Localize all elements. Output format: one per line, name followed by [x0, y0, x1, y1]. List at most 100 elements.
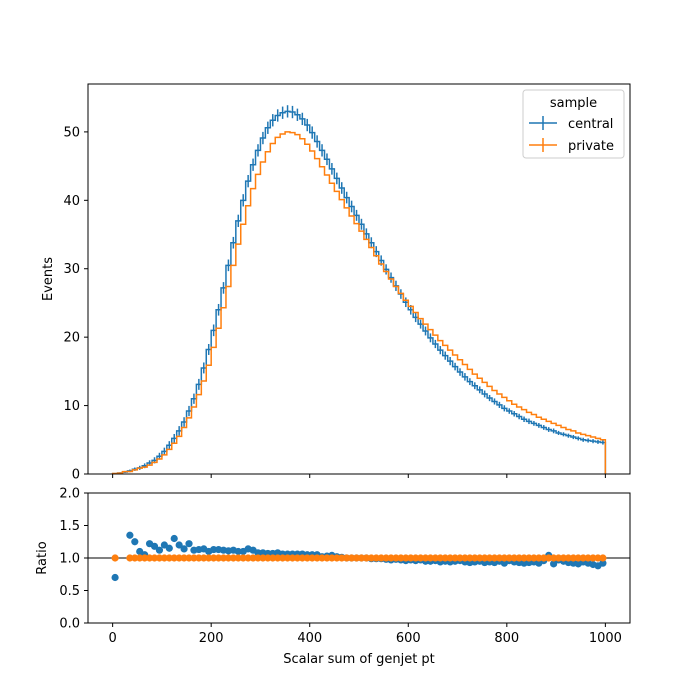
- ratio-central-point: [175, 541, 183, 549]
- ratio-central-point: [131, 538, 139, 546]
- ratio-private-point: [495, 554, 504, 562]
- ratio-private-point: [530, 554, 538, 562]
- ratio-series-layer: [88, 531, 630, 582]
- ratio-central-point: [254, 549, 262, 557]
- ratio-private-point: [584, 554, 592, 562]
- ratio-private-point: [293, 554, 302, 562]
- ratio-central-point: [126, 531, 134, 539]
- ratio-central-point: [150, 542, 159, 550]
- ratio-private-point: [485, 554, 494, 562]
- ratio-private-point: [279, 554, 287, 562]
- ratio-private-point: [136, 554, 144, 562]
- histogram-panel: 0 10 20 30 40 50 Events sample central privat…: [41, 83, 631, 483]
- ratio-private-point: [525, 554, 533, 562]
- ratio-private-point: [451, 554, 459, 562]
- ratio-private-point: [510, 554, 518, 562]
- ratio-private-point: [540, 554, 548, 562]
- ratio-private-point: [343, 554, 351, 562]
- ratio-private-point: [264, 554, 272, 562]
- ratio-private-point: [564, 554, 573, 562]
- ratio-private-point: [170, 554, 178, 562]
- ratio-private-point: [210, 554, 218, 562]
- ratio-private-point: [397, 554, 405, 562]
- ratio-private-point: [500, 554, 508, 562]
- ratio-private-point: [333, 554, 341, 562]
- ratio-y-tick-label: 1.5: [59, 519, 80, 534]
- ratio-private-point: [535, 554, 543, 562]
- ratio-y-tick-label: 0.5: [59, 584, 80, 599]
- ratio-private-point: [205, 554, 213, 562]
- ratio-private-point: [254, 554, 262, 562]
- ratio-private-point: [392, 554, 400, 562]
- ratio-private-point: [239, 554, 247, 562]
- ratio-private-point: [377, 554, 385, 562]
- ratio-private-point: [545, 554, 553, 562]
- histogram-plot-frame: [87, 83, 631, 475]
- ratio-private-point: [481, 554, 489, 562]
- ratio-private-point: [131, 554, 139, 562]
- legend-title: sample: [550, 96, 597, 111]
- ratio-private-point: [126, 554, 134, 562]
- ratio-private-point: [387, 554, 395, 562]
- ratio-x-ticks: 0 200 400 600 800 1000: [108, 623, 622, 646]
- ratio-private-point: [180, 554, 188, 562]
- ratio-private-point: [357, 554, 366, 562]
- ratio-y-axis-label: Ratio: [35, 541, 50, 574]
- legend-entry-central: central: [529, 116, 613, 132]
- ratio-private-point: [441, 554, 449, 562]
- ratio-private-point: [362, 554, 370, 562]
- histogram-x-ticks: [112, 474, 606, 478]
- ratio-y-tick-label: 0.0: [59, 617, 80, 632]
- histogram-y-tick-label: 0: [72, 468, 80, 483]
- ratio-private-point: [466, 554, 474, 562]
- x-axis-label: Scalar sum of genjet pt: [283, 652, 435, 667]
- histogram-y-axis-label: Events: [41, 257, 56, 301]
- ratio-central-point: [185, 540, 193, 548]
- ratio-private-point: [520, 554, 528, 562]
- ratio-private-point: [559, 554, 568, 562]
- ratio-private-point: [594, 554, 602, 562]
- ratio-private-point: [446, 554, 454, 562]
- ratio-panel: 0.00.51.01.52.0 0 200 400 600 800 1000 Ratio …: [35, 487, 631, 667]
- ratio-private-point: [367, 554, 375, 562]
- histogram-series-layer: [111, 105, 607, 475]
- legend-central-label: central: [568, 117, 613, 132]
- ratio-central-point: [170, 534, 178, 543]
- ratio-private-point: [476, 554, 484, 562]
- ratio-private-point: [165, 554, 173, 562]
- ratio-y-ticks: 0.0 0.5 1.0 1.5 2.0: [59, 487, 88, 632]
- ratio-private-point: [402, 554, 410, 562]
- ratio-x-tick-label: 1000: [589, 631, 622, 646]
- ratio-private-point: [599, 554, 607, 562]
- ratio-private-point: [200, 554, 208, 562]
- ratio-private-point: [550, 554, 558, 562]
- ratio-y-tick-label: 2.0: [59, 487, 80, 502]
- legend: sample central private: [522, 89, 625, 159]
- ratio-private-point: [145, 554, 154, 562]
- ratio-private-point: [224, 554, 233, 562]
- ratio-private-point: [490, 554, 499, 562]
- ratio-private-point: [269, 554, 277, 562]
- histogram-y-tick-label: 50: [63, 125, 80, 140]
- ratio-private-point: [416, 554, 425, 562]
- ratio-private-point: [274, 554, 282, 562]
- ratio-private-point: [515, 554, 523, 562]
- ratio-x-tick-label: 200: [199, 631, 224, 646]
- ratio-private-point: [229, 554, 237, 562]
- ratio-private-point: [111, 554, 119, 562]
- legend-entry-private: private: [529, 138, 614, 154]
- histogram-y-tick-label: 40: [63, 194, 80, 209]
- histogram-private-step: [111, 131, 607, 475]
- ratio-private-point: [244, 554, 252, 562]
- histogram-y-tick-label: 20: [63, 331, 80, 346]
- ratio-central-point: [234, 547, 242, 556]
- ratio-private-point: [313, 554, 321, 562]
- ratio-private-point: [554, 554, 563, 562]
- ratio-private-point: [407, 554, 415, 562]
- ratio-private-point: [195, 554, 203, 562]
- ratio-private-point: [372, 554, 380, 562]
- ratio-private-point: [303, 554, 311, 562]
- ratio-private-point: [574, 554, 582, 562]
- ratio-x-tick-label: 0: [108, 631, 116, 646]
